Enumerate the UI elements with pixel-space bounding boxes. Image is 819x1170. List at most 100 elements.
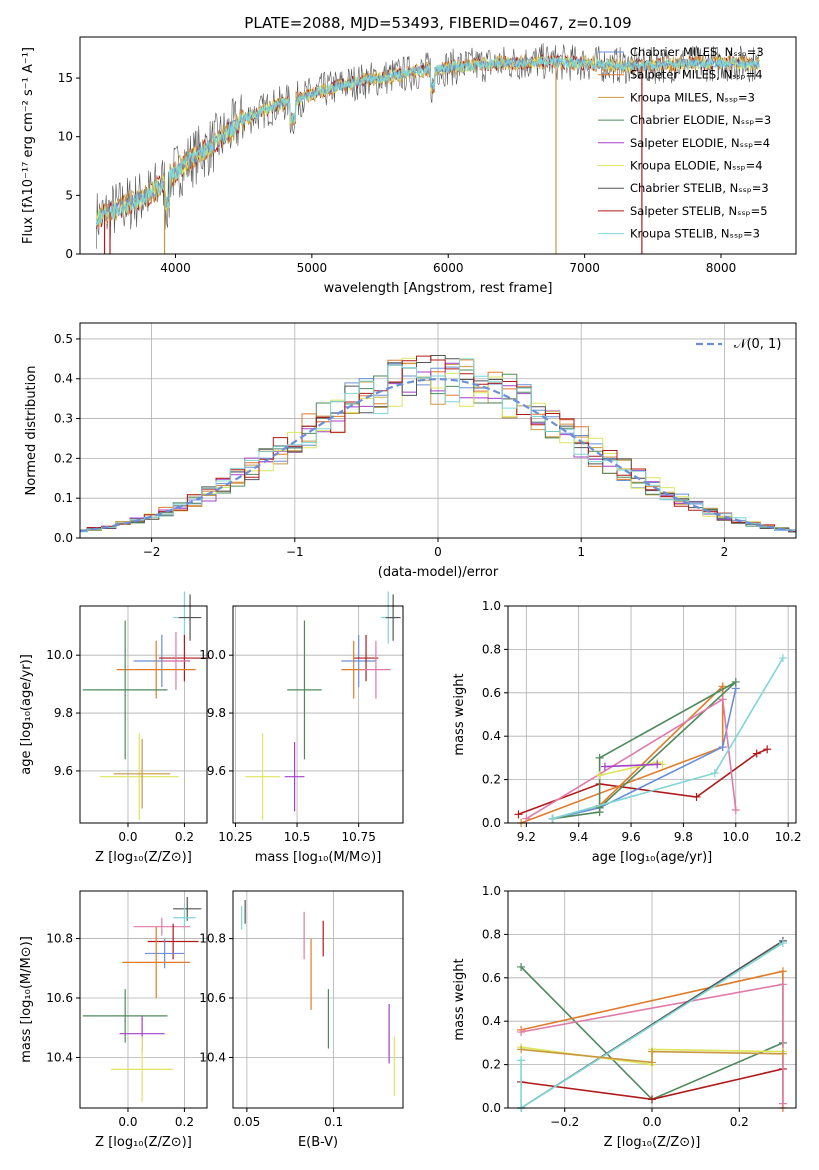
series-marker <box>778 1099 787 1108</box>
y-axis-label: Flux [fλ10⁻¹⁷ erg cm⁻² s⁻¹ A⁻¹] <box>21 47 36 244</box>
panel-age-vs-Z: 0.0 0.2 9.6 9.8 10.0 Z [log₁₀(Z/Z⊙)] age [log₁… <box>19 591 210 865</box>
error-bar-point <box>82 620 168 760</box>
normal-curve <box>80 378 794 533</box>
y-tick-label: 0.4 <box>54 372 73 386</box>
x-tick-label: 2 <box>721 545 729 559</box>
y-tick-label: 9.8 <box>207 706 226 720</box>
panel-spectrum: 4000 5000 6000 7000 8000 0 5 10 15 wavelength [An… <box>21 36 797 296</box>
legend-entry: 𝒩(0, 1) <box>734 337 781 352</box>
x-axis-label: Z [log₁₀(Z/Z⊙)] <box>604 1135 701 1150</box>
series-line-5 <box>552 657 784 820</box>
y-tick-label: 15 <box>58 71 73 85</box>
series-marker <box>648 1095 656 1104</box>
error-bar-point <box>245 733 280 821</box>
x-axis-label: age [log₁₀(age/yr)] <box>592 850 713 865</box>
plot-area <box>82 591 210 821</box>
x-tick-label: 10.25 <box>218 830 252 844</box>
x-tick-label: 0.1 <box>324 1115 343 1129</box>
error-bar-point <box>159 634 210 682</box>
series-line-2 <box>552 688 737 820</box>
axes-frame <box>79 36 797 255</box>
axes-frame <box>232 890 404 1109</box>
histogram-2 <box>80 363 796 532</box>
legend-entry: Kroupa MILES, Nₛₛₚ=3 <box>630 90 755 104</box>
x-tick-label: 9.4 <box>569 830 588 844</box>
x-tick-label: −1 <box>286 545 304 559</box>
histogram-0 <box>80 363 796 533</box>
y-tick-label: 0 <box>65 247 73 261</box>
panel-mass-weight-vs-age: 9.2 9.4 9.6 9.8 10.0 10.2 0.0 0.2 0.4 0.6 0.8 1.0 ag… <box>452 599 802 865</box>
y-tick-label: 0.3 <box>54 412 73 426</box>
y-tick-label: 0.0 <box>54 531 73 545</box>
x-axis-label: mass [log₁₀(M/M⊙)] <box>255 850 382 865</box>
error-bar-point <box>116 640 196 699</box>
series-marker <box>517 1028 526 1037</box>
histogram-8 <box>80 358 796 533</box>
y-tick-label: 0.6 <box>482 686 501 700</box>
series-marker <box>752 749 761 758</box>
x-tick-label: 0.0 <box>118 830 137 844</box>
y-tick-label: 10.0 <box>199 648 226 662</box>
y-axis-label: mass weight <box>452 958 467 1040</box>
series-marker <box>718 743 727 752</box>
series-line-3 <box>552 681 737 820</box>
spectrum-line-5 <box>95 56 760 226</box>
series-marker <box>517 1056 526 1065</box>
error-bar-point <box>341 634 376 688</box>
error-bar-point <box>173 896 202 921</box>
y-axis-label: age [log₁₀(age/yr)] <box>19 654 34 775</box>
series-marker <box>548 814 557 823</box>
panel-mass-weight-vs-Z: −0.2 0.0 0.2 0.0 0.2 0.4 0.6 0.8 1.0 Z [log₁₀(Z/Z… <box>452 884 797 1150</box>
error-bar-point <box>133 917 191 936</box>
y-tick-label: 9.8 <box>54 706 73 720</box>
y-tick-label: 0.2 <box>482 773 501 787</box>
x-tick-label: 5000 <box>297 261 328 275</box>
y-tick-label: 0.2 <box>54 451 73 465</box>
legend-entry: Salpeter ELODIE, Nₛₛₚ=4 <box>630 136 770 150</box>
x-tick-label: 10.75 <box>341 830 375 844</box>
x-tick-label: 1 <box>577 545 585 559</box>
axes-frame <box>232 605 404 824</box>
error-bar-point <box>111 1036 174 1103</box>
y-tick-label: 0.2 <box>482 1058 501 1072</box>
plot-area <box>80 355 796 533</box>
x-tick-label: 10.5 <box>284 830 311 844</box>
y-tick-label: 1.0 <box>482 884 501 898</box>
y-tick-label: 10.4 <box>199 1050 226 1064</box>
series-marker <box>731 677 740 686</box>
axes-frame <box>507 890 797 1109</box>
error-bar-point <box>113 739 171 809</box>
y-tick-label: 0.6 <box>482 971 501 985</box>
panel-mass-vs-EBV: 0.05 0.1 10.4 10.6 10.8 E(B-V) <box>199 890 404 1150</box>
series-marker <box>710 769 719 778</box>
series-marker <box>600 762 609 771</box>
x-axis-label: wavelength [Angstrom, rest frame] <box>324 281 553 296</box>
error-bar-point <box>122 926 191 999</box>
error-bar-point <box>353 634 379 682</box>
y-tick-label: 0.4 <box>482 729 501 743</box>
plot-area <box>245 591 401 821</box>
series-line-7 <box>604 763 658 768</box>
y-tick-label: 0.0 <box>482 816 501 830</box>
series-line-7 <box>521 1048 783 1064</box>
x-tick-label: 7000 <box>569 261 600 275</box>
histogram-7 <box>80 355 796 532</box>
x-tick-label: 8000 <box>706 261 737 275</box>
y-tick-label: 10.8 <box>46 932 73 946</box>
x-tick-label: 0.2 <box>175 1115 194 1129</box>
y-axis-label: Normed distribution <box>24 366 39 496</box>
y-tick-label: 9.6 <box>54 764 73 778</box>
series-marker <box>648 1047 656 1056</box>
spectrum-line-0 <box>96 43 760 249</box>
y-tick-label: 10 <box>58 130 73 144</box>
series-marker <box>778 1049 787 1058</box>
x-tick-label: 9.8 <box>674 830 693 844</box>
axes-frame <box>79 322 797 539</box>
x-tick-label: 0.0 <box>118 1115 137 1129</box>
y-tick-label: 5 <box>65 188 73 202</box>
plot-area <box>82 896 202 1103</box>
y-tick-label: 0.0 <box>482 1101 501 1115</box>
x-tick-label: 6000 <box>433 261 464 275</box>
